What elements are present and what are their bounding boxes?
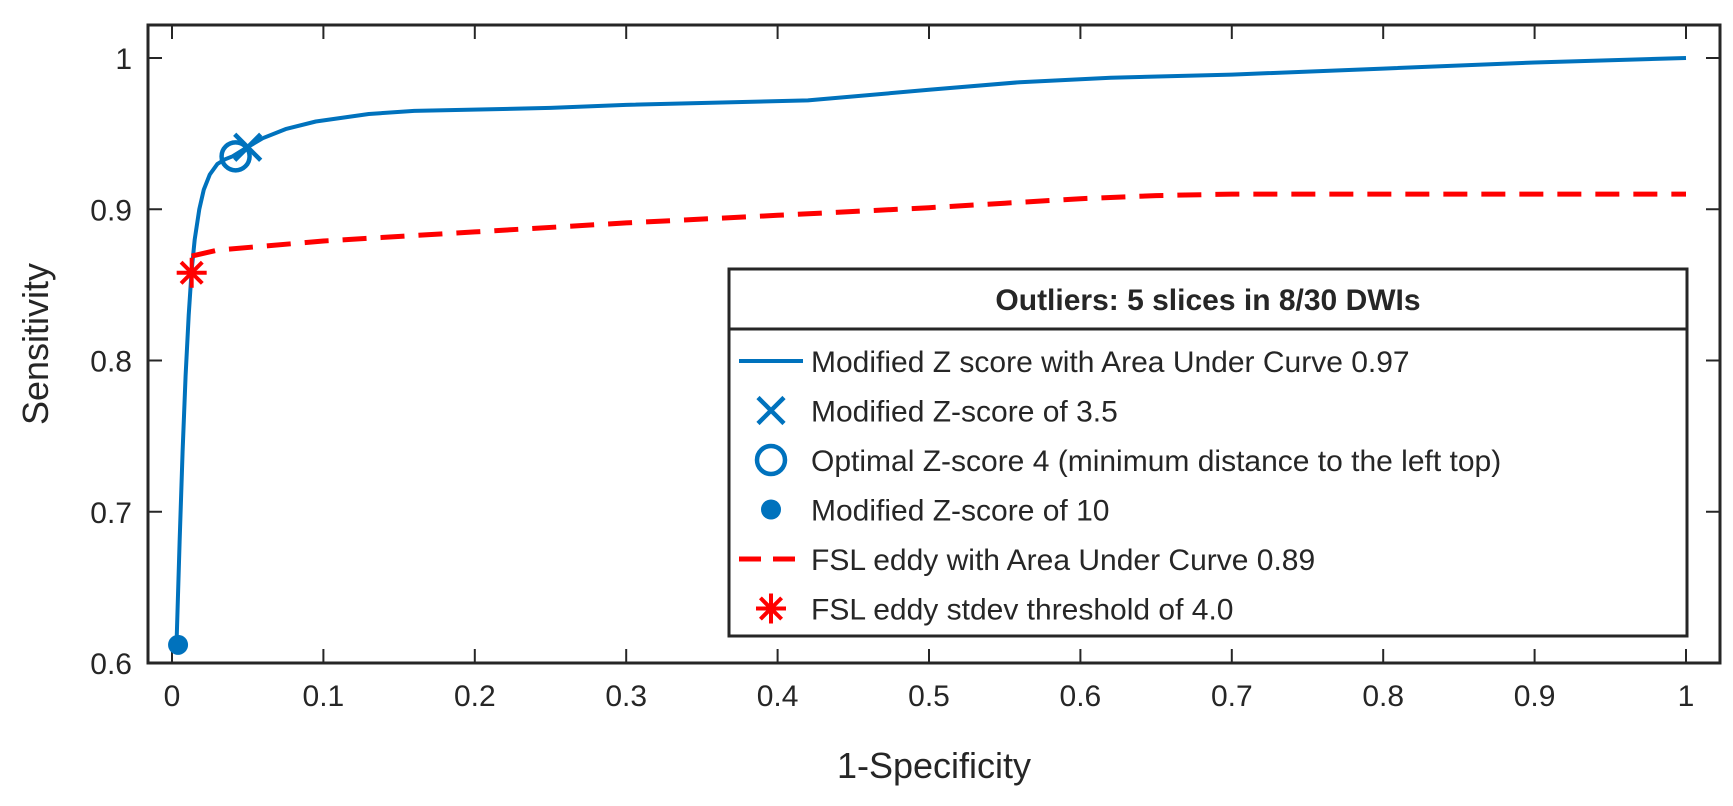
x-stroke: [756, 395, 786, 426]
tick-labels: 0 0.1 0.2 0.3 0.4 0.5 0.6 0.7 0.8 0.9 1 0.6 0.7 0.8 0.…: [90, 43, 1694, 713]
legend-entry: FSL eddy with Area Under Curve 0.89: [739, 544, 1315, 577]
legend-entry-label: Modified Z-score of 10: [811, 495, 1109, 528]
legend-symbol-x: [756, 395, 786, 426]
x-tick-label: 0.2: [454, 680, 496, 713]
x-tick-label: 0.1: [303, 680, 345, 713]
x-tick-label: 0.7: [1211, 680, 1253, 713]
x-tick-label: 0.9: [1514, 680, 1556, 713]
series-line-fsl-eddy: [191, 191, 1686, 259]
filled-dot: [168, 634, 189, 655]
legend: Outliers: 5 slices in 8/30 DWIs Modified…: [727, 267, 1689, 638]
x-tick-label: 0.6: [1060, 680, 1102, 713]
x-tick-label: 0: [164, 680, 181, 713]
y-tick-label: 0.6: [90, 648, 132, 681]
circle-outline: [754, 443, 788, 477]
legend-entry-label: Modified Z score with Area Under Curve 0…: [811, 346, 1410, 379]
legend-entry: Optimal Z-score 4 (minimum distance to t…: [754, 443, 1501, 478]
legend-entry: Modified Z-score of 3.5: [756, 395, 1118, 429]
legend-title: Outliers: 5 slices in 8/30 DWIs: [995, 284, 1420, 317]
asterisk-stroke: [758, 596, 784, 621]
x-tick-label: 0.5: [908, 680, 950, 713]
y-tick-label: 0.8: [90, 346, 132, 379]
x-tick-label: 0.4: [757, 680, 799, 713]
y-axis-label: Sensitivity: [15, 263, 56, 425]
marker-asterisk: [176, 257, 207, 288]
legend-entry-label: Modified Z-score of 3.5: [811, 396, 1118, 429]
filled-dot: [761, 499, 781, 520]
legend-symbol-o: [754, 443, 788, 477]
x-tick-label: 0.8: [1362, 680, 1404, 713]
legend-entry-label: Optimal Z-score 4 (minimum distance to t…: [811, 445, 1501, 478]
legend-entry: Modified Z-score of 10: [761, 495, 1109, 528]
plot-frame: [146, 23, 1722, 665]
marker-o: [219, 140, 252, 173]
legend-entry-label: FSL eddy with Area Under Curve 0.89: [811, 544, 1315, 577]
y-tick-label: 1: [115, 43, 132, 76]
legend-entry: Modified Z score with Area Under Curve 0…: [739, 346, 1410, 379]
circle-outline: [219, 140, 252, 173]
legend-entry-label: FSL eddy stdev threshold of 4.0: [811, 594, 1233, 627]
y-tick-label: 0.7: [90, 497, 132, 530]
legend-symbol-dot: [761, 499, 781, 520]
marker-dot: [168, 634, 189, 655]
y-tick-label: 0.9: [90, 194, 132, 227]
x-tick-label: 0.3: [605, 680, 647, 713]
asterisk-stroke: [179, 260, 204, 285]
marker-layer: [168, 132, 263, 655]
x-tick-label: 1: [1678, 680, 1695, 713]
x-axis-label: 1-Specificity: [837, 745, 1031, 786]
legend-entry: FSL eddy stdev threshold of 4.0: [756, 593, 1233, 627]
legend-symbol-asterisk: [756, 593, 786, 624]
legend-entries: Modified Z score with Area Under Curve 0…: [739, 346, 1501, 627]
